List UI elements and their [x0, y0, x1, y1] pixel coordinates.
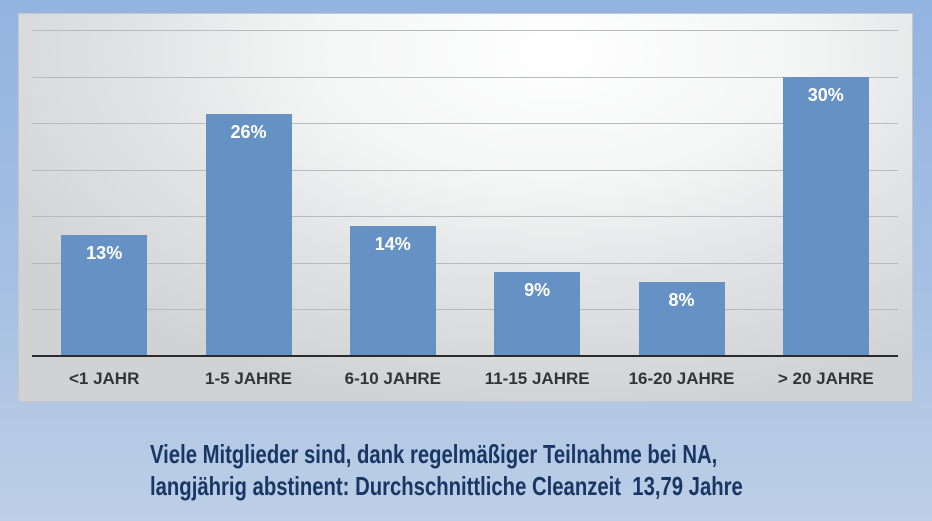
- bar-value-label: 26%: [230, 121, 267, 142]
- gridline: [32, 30, 898, 31]
- bar: 26%: [205, 113, 292, 356]
- chart-caption: Viele Mitglieder sind, dank regelmäßiger…: [150, 438, 910, 502]
- plot-area: 13% 26% 14% 9% 8% 30%: [32, 30, 898, 357]
- bar-chart: 13% 26% 14% 9% 8% 30% <1 JAHR 1-5 JAHRE 6-10 JA…: [18, 13, 913, 402]
- x-axis-labels: <1 JAHR 1-5 JAHRE 6-10 JAHRE 11-15 JAHRE 16-…: [32, 366, 898, 392]
- bar-value-label: 13%: [86, 242, 123, 263]
- bar: 30%: [782, 76, 869, 356]
- x-axis-line: [32, 355, 898, 357]
- bar-value-label: 8%: [668, 289, 695, 310]
- gridline: [32, 169, 898, 171]
- gridline: [32, 216, 898, 218]
- caption-line-1: Viele Mitglieder sind, dank regelmäßiger…: [150, 439, 718, 469]
- gridline: [32, 262, 898, 264]
- bar: 8%: [638, 281, 725, 356]
- x-axis-label: 1-5 JAHRE: [205, 369, 292, 388]
- bar: 13%: [61, 234, 148, 356]
- x-axis-label: 6-10 JAHRE: [344, 369, 441, 388]
- bar: 14%: [349, 225, 436, 356]
- x-axis-label: 16-20 JAHRE: [628, 369, 735, 388]
- bar-value-label: 30%: [807, 84, 844, 105]
- x-axis-label: > 20 JAHRE: [777, 369, 874, 388]
- bar: 9%: [494, 272, 581, 356]
- gridline: [32, 309, 898, 311]
- caption-line-2: langjährig abstinent: Durchschnittliche …: [150, 471, 743, 501]
- x-axis-label: 11-15 JAHRE: [484, 369, 590, 388]
- bar-value-label: 14%: [374, 233, 411, 254]
- x-axis-label: <1 JAHR: [68, 369, 140, 388]
- gridline: [32, 123, 898, 125]
- gridline: [32, 76, 898, 78]
- bar-value-label: 9%: [524, 280, 551, 301]
